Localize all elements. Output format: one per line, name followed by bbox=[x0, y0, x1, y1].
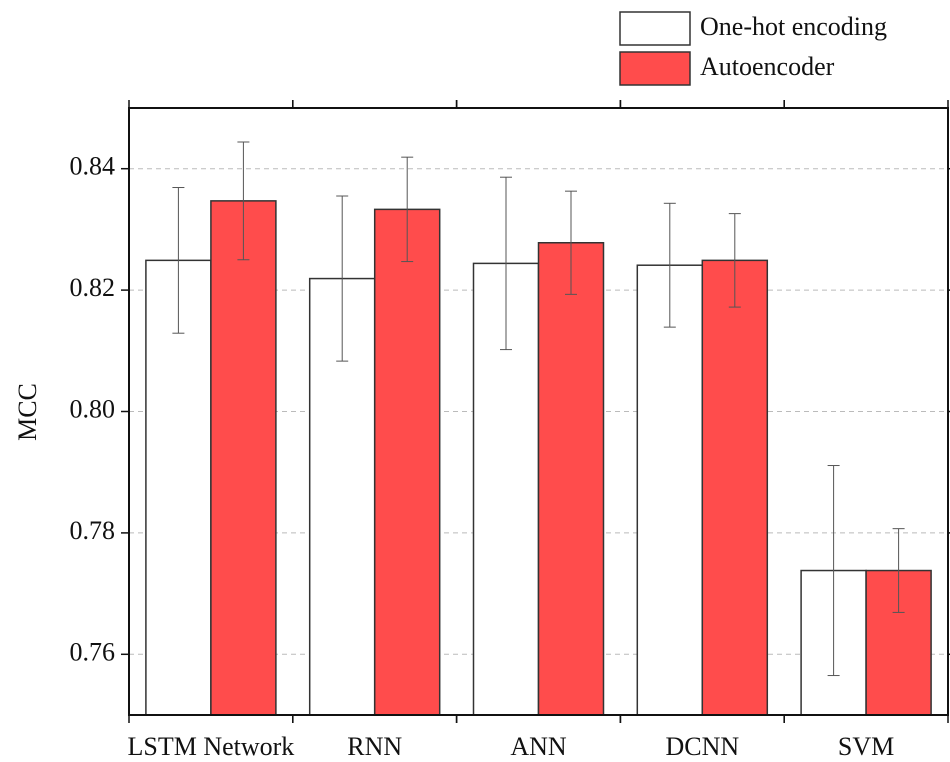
error-bar bbox=[500, 176, 512, 351]
legend-label: Autoencoder bbox=[700, 52, 835, 81]
error-bar bbox=[827, 465, 840, 677]
bar bbox=[636, 264, 704, 716]
bar bbox=[210, 200, 277, 716]
bar bbox=[373, 208, 441, 716]
legend-swatch bbox=[619, 51, 691, 86]
error-bar bbox=[172, 187, 185, 334]
y-tick-label: 0.80 bbox=[70, 394, 116, 423]
legend-label: One-hot encoding bbox=[700, 12, 887, 41]
y-tick-label: 0.84 bbox=[70, 152, 116, 181]
error-bar bbox=[401, 156, 414, 263]
error-bar bbox=[892, 528, 905, 613]
error-bar bbox=[663, 202, 676, 328]
bar bbox=[701, 259, 769, 716]
y-axis-label: MCC bbox=[13, 383, 42, 441]
x-tick-label: ANN bbox=[510, 732, 567, 761]
y-tick-label: 0.76 bbox=[70, 637, 116, 666]
legend-swatch bbox=[619, 11, 691, 46]
y-tick-label: 0.82 bbox=[70, 273, 116, 302]
plot-frame bbox=[128, 107, 949, 716]
error-bar bbox=[336, 195, 349, 362]
error-bar bbox=[565, 190, 577, 295]
x-tick-label: LSTM Network bbox=[127, 732, 294, 761]
x-tick-label: SVM bbox=[838, 732, 894, 761]
error-bar bbox=[237, 141, 250, 261]
x-tick-label: DCNN bbox=[665, 732, 739, 761]
y-tick-label: 0.78 bbox=[70, 516, 116, 545]
x-tick-label: RNN bbox=[347, 732, 402, 761]
error-bar bbox=[728, 213, 741, 308]
bar bbox=[537, 242, 605, 716]
